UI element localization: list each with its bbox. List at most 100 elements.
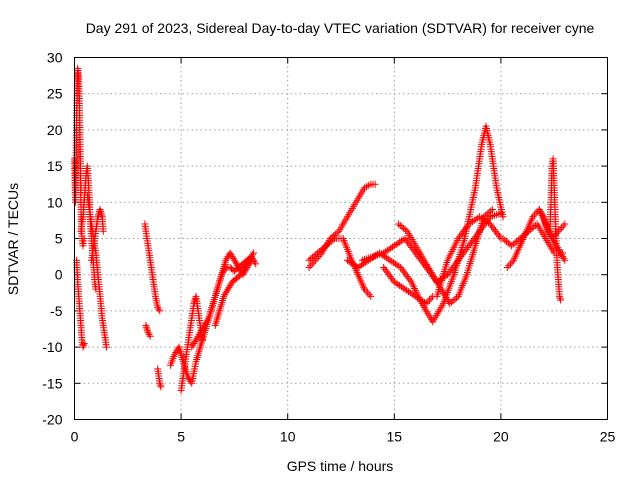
data-point xyxy=(462,245,470,253)
data-point xyxy=(417,296,425,304)
data-point xyxy=(99,227,107,235)
data-point xyxy=(492,227,500,235)
data-point xyxy=(396,221,404,229)
data-point xyxy=(398,265,406,273)
data-point xyxy=(315,248,323,256)
series-sat-v xyxy=(546,155,565,304)
data-point xyxy=(449,263,457,271)
data-point xyxy=(252,260,260,268)
y-tick-label: 0 xyxy=(55,267,63,283)
data-point xyxy=(433,278,441,286)
data-point xyxy=(384,255,392,263)
data-point xyxy=(559,253,567,261)
data-point xyxy=(307,262,315,270)
data-point xyxy=(199,323,207,331)
data-point xyxy=(196,329,204,337)
data-point xyxy=(529,213,537,221)
data-point xyxy=(226,282,234,290)
data-point xyxy=(446,267,454,275)
data-point xyxy=(552,242,560,250)
plot-frame xyxy=(74,57,608,420)
data-point xyxy=(420,260,428,268)
data-point xyxy=(504,239,512,247)
data-point xyxy=(240,265,248,273)
data-point xyxy=(496,233,504,241)
data-point xyxy=(310,258,318,266)
data-point xyxy=(381,248,389,256)
data-point xyxy=(198,336,206,344)
data-point xyxy=(404,238,412,246)
data-point xyxy=(558,251,566,259)
data-point xyxy=(553,244,561,252)
data-point xyxy=(246,254,254,262)
data-point xyxy=(395,220,403,228)
data-point xyxy=(241,263,249,271)
y-axis-label: SDTVAR / TECUs xyxy=(5,183,21,295)
data-point xyxy=(222,289,230,297)
y-tick-label: -20 xyxy=(42,412,62,428)
data-point xyxy=(226,249,234,257)
data-point xyxy=(530,211,538,219)
data-point xyxy=(415,295,423,303)
data-point xyxy=(538,211,546,219)
data-point xyxy=(505,262,513,270)
data-point xyxy=(458,229,466,237)
data-point xyxy=(327,237,335,245)
data-point xyxy=(402,236,410,244)
data-point xyxy=(390,242,398,250)
data-point xyxy=(554,245,562,253)
data-point xyxy=(521,230,529,238)
series-sat-d xyxy=(83,191,110,351)
data-point xyxy=(172,349,180,357)
data-point xyxy=(396,238,404,246)
data-point xyxy=(157,383,165,391)
series-sat-e xyxy=(88,206,107,264)
data-point xyxy=(408,290,416,298)
y-tick-label: 15 xyxy=(47,158,63,174)
data-point xyxy=(382,267,390,275)
data-point xyxy=(250,249,258,257)
data-point xyxy=(457,231,465,239)
data-point xyxy=(225,283,233,291)
data-point xyxy=(465,242,473,250)
data-point xyxy=(221,291,229,299)
data-point xyxy=(222,256,230,264)
data-point xyxy=(412,292,420,300)
data-point xyxy=(518,233,526,241)
data-point xyxy=(383,247,391,255)
data-point xyxy=(356,262,364,270)
series-sat-w xyxy=(535,206,569,264)
data-point xyxy=(523,229,531,237)
data-point xyxy=(461,225,469,233)
data-point xyxy=(197,327,205,335)
data-point xyxy=(469,236,477,244)
data-point xyxy=(444,271,452,279)
data-point xyxy=(191,296,199,304)
data-point xyxy=(194,332,202,340)
data-point xyxy=(231,258,239,266)
data-point xyxy=(381,265,389,273)
data-point xyxy=(388,257,396,265)
data-point xyxy=(506,260,514,268)
data-point xyxy=(249,251,257,259)
data-point xyxy=(488,222,496,230)
data-point xyxy=(479,215,487,223)
data-point xyxy=(380,263,388,271)
data-point xyxy=(508,242,516,250)
data-point xyxy=(317,246,325,254)
data-point xyxy=(189,341,197,349)
data-point xyxy=(503,263,511,271)
data-point xyxy=(144,329,152,337)
data-point xyxy=(307,255,315,263)
data-point xyxy=(381,253,389,261)
data-point xyxy=(224,285,232,293)
data-point xyxy=(409,245,417,253)
data-point xyxy=(560,254,568,262)
x-tick-label: 15 xyxy=(387,429,403,445)
data-point xyxy=(154,303,162,311)
data-point xyxy=(345,257,353,265)
data-point xyxy=(310,252,318,260)
data-point xyxy=(324,240,332,248)
series-sat-r xyxy=(380,263,437,308)
